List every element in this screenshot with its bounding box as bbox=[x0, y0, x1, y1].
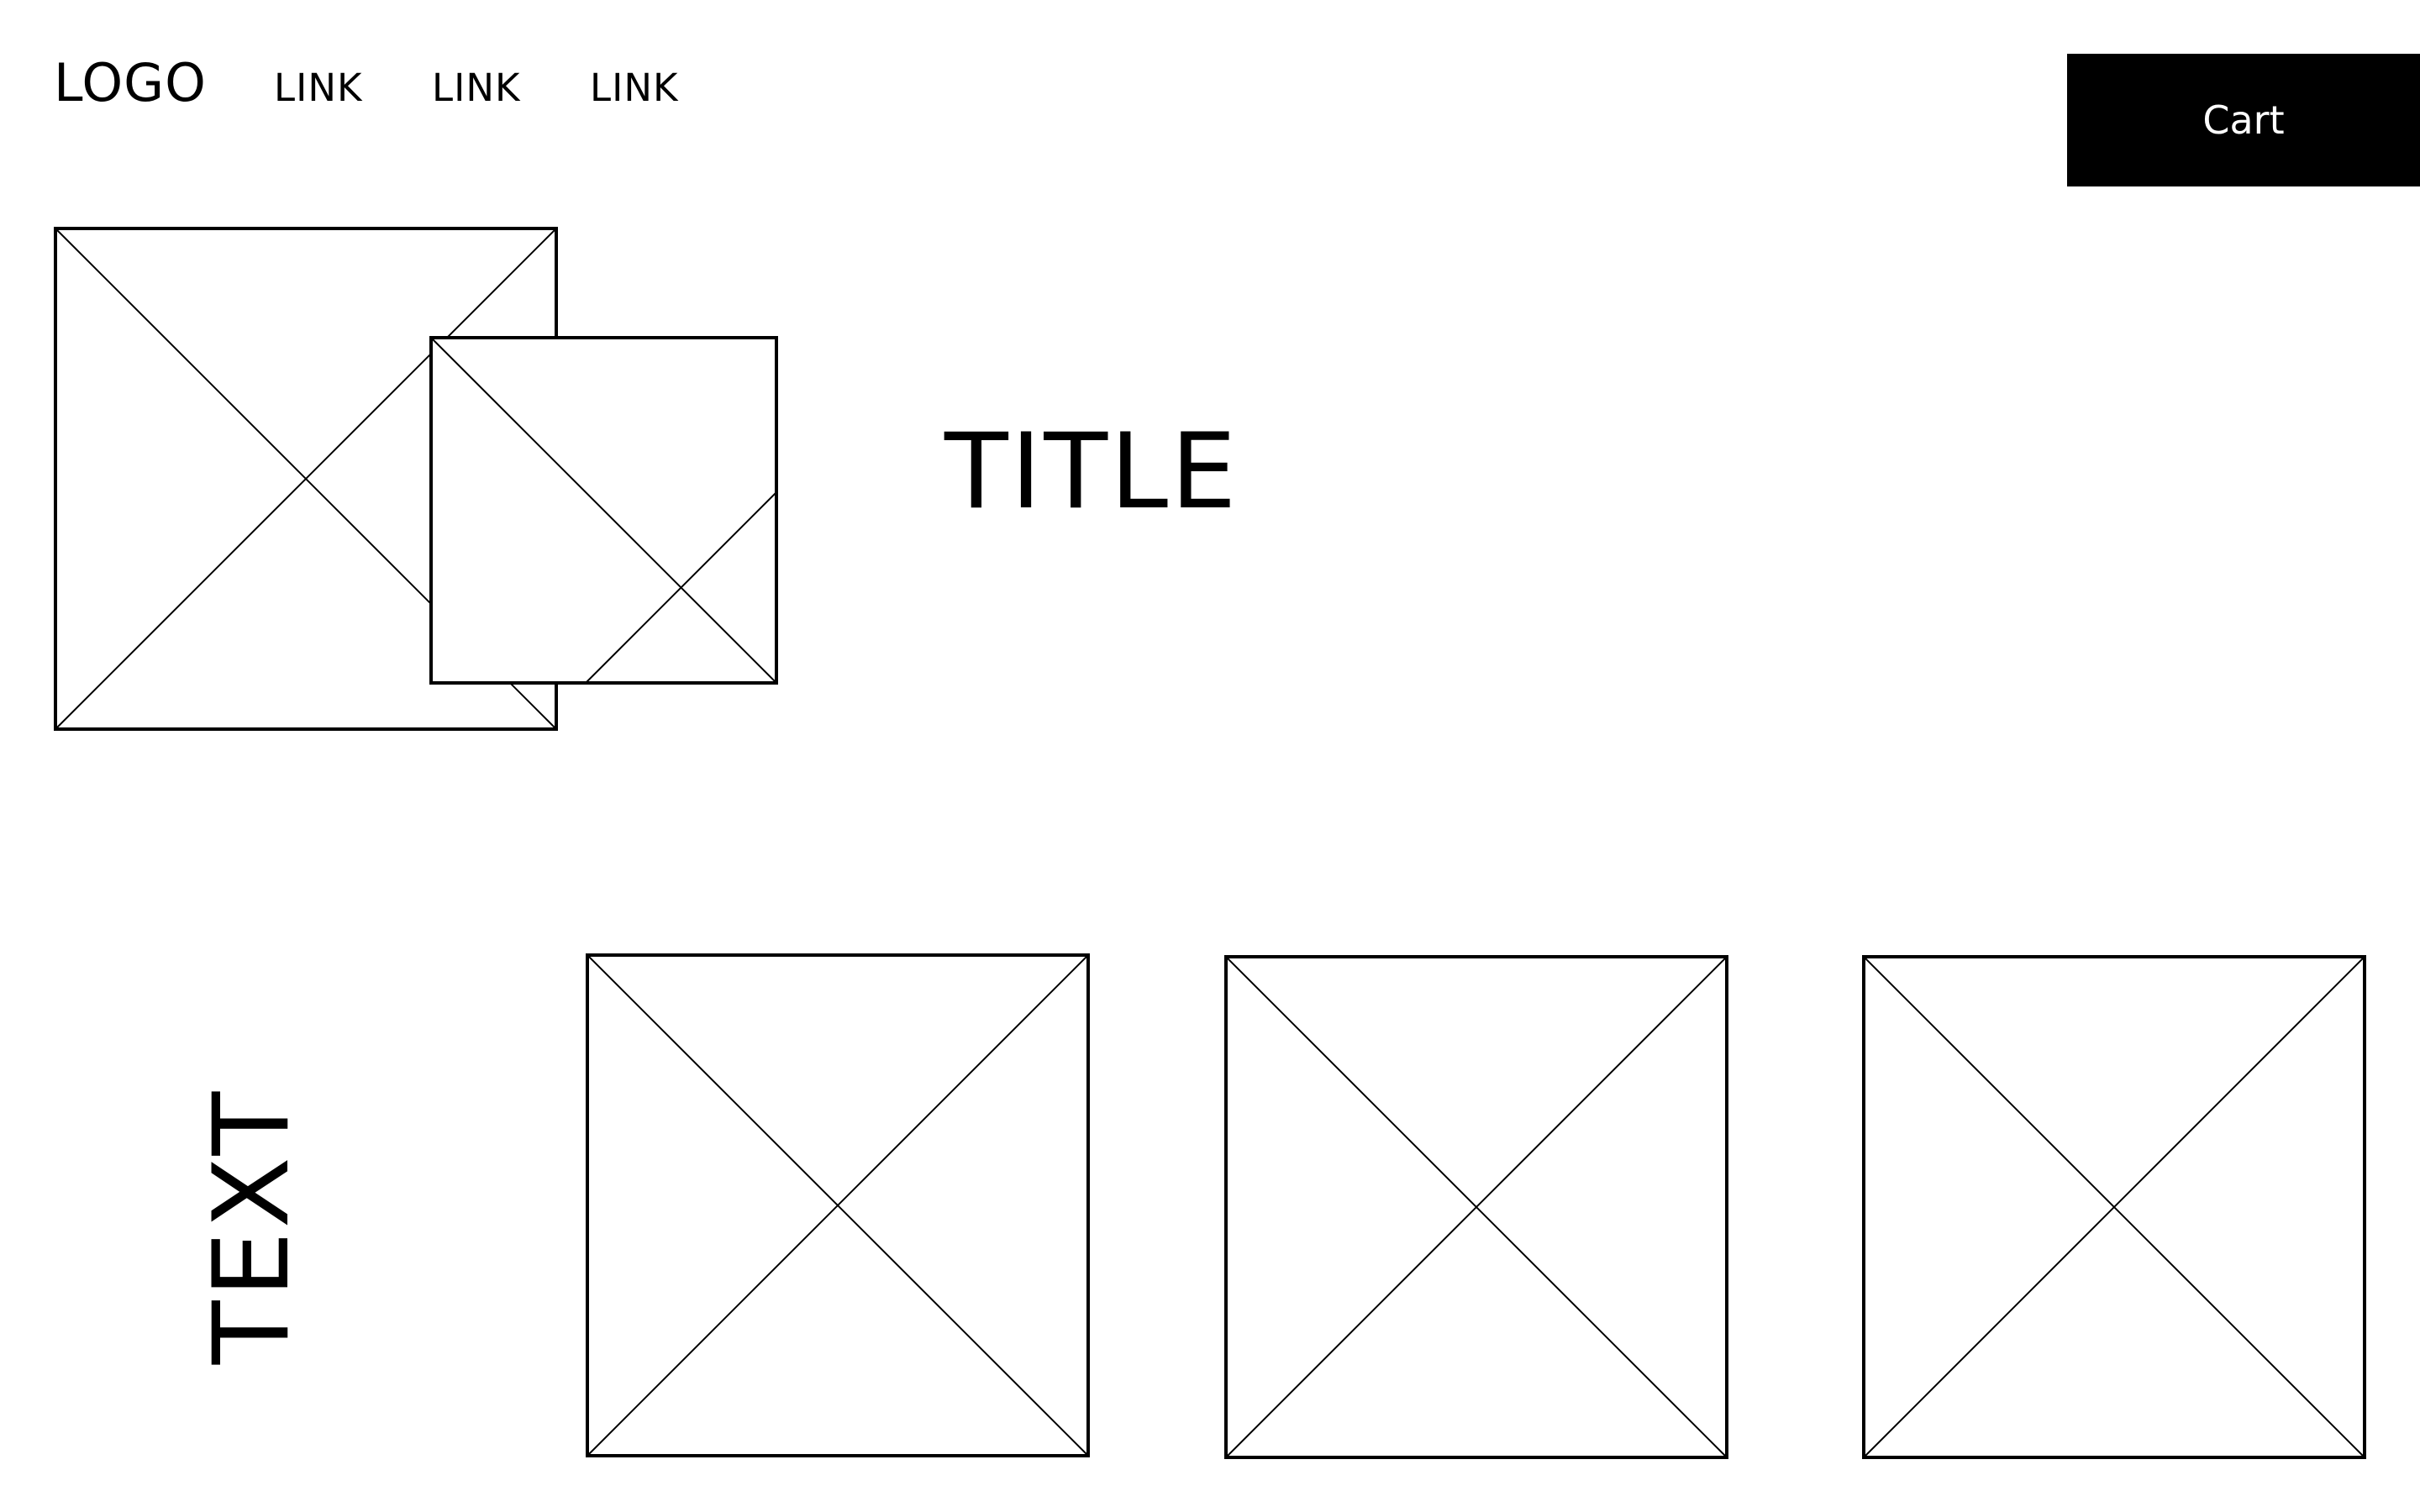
grid-image-placeholder-1 bbox=[586, 953, 1090, 1457]
section-side-text: TEXT bbox=[192, 1088, 313, 1365]
hero-title: TITLE bbox=[944, 412, 1239, 533]
grid-image-placeholder-3 bbox=[1862, 955, 2366, 1459]
cart-button[interactable]: Cart bbox=[2067, 54, 2420, 186]
nav-link-2[interactable]: LINK bbox=[432, 66, 521, 110]
nav-link-1[interactable]: LINK bbox=[274, 66, 363, 110]
logo[interactable]: LOGO bbox=[54, 52, 207, 113]
image-placeholder-icon bbox=[1862, 955, 2366, 1459]
image-placeholder-icon bbox=[586, 953, 1090, 1457]
nav-link-3[interactable]: LINK bbox=[590, 66, 679, 110]
hero-image-placeholder-small bbox=[429, 336, 778, 685]
grid-image-placeholder-2 bbox=[1224, 955, 1728, 1459]
image-placeholder-icon bbox=[1224, 955, 1728, 1459]
image-placeholder-icon bbox=[429, 336, 778, 685]
